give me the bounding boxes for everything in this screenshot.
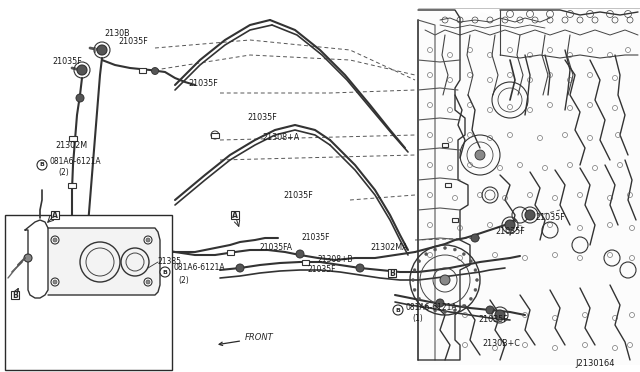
Circle shape — [436, 299, 444, 307]
Circle shape — [37, 160, 47, 170]
Circle shape — [51, 278, 59, 286]
Text: 21035F: 21035F — [247, 113, 276, 122]
Circle shape — [440, 275, 450, 285]
Text: B: B — [12, 291, 18, 299]
Circle shape — [495, 310, 505, 320]
Text: 21308+B: 21308+B — [318, 256, 353, 264]
Circle shape — [146, 238, 150, 242]
Circle shape — [418, 260, 420, 263]
Bar — [51, 211, 59, 219]
Text: 21035F: 21035F — [188, 80, 218, 89]
Circle shape — [144, 236, 152, 244]
Bar — [227, 250, 234, 254]
Bar — [388, 269, 396, 277]
Text: 21035F: 21035F — [308, 266, 337, 275]
Circle shape — [151, 246, 159, 254]
Text: 21035F: 21035F — [535, 214, 564, 222]
Bar — [231, 211, 239, 219]
Text: 21035FA: 21035FA — [260, 244, 293, 253]
Circle shape — [505, 220, 515, 230]
Text: 21035F: 21035F — [478, 315, 508, 324]
Circle shape — [146, 280, 150, 284]
Text: 21308+A: 21308+A — [262, 134, 300, 142]
Circle shape — [434, 309, 436, 312]
Circle shape — [474, 288, 477, 291]
Circle shape — [486, 306, 494, 314]
Circle shape — [413, 288, 416, 291]
Text: 21035F: 21035F — [118, 36, 148, 45]
Bar — [5, 215, 172, 370]
Text: B: B — [389, 269, 395, 278]
Text: J2130164: J2130164 — [575, 359, 614, 368]
Circle shape — [469, 297, 472, 300]
Circle shape — [444, 247, 447, 250]
Bar — [442, 143, 448, 147]
Text: (1): (1) — [412, 314, 423, 323]
Text: 2130B: 2130B — [104, 29, 130, 38]
Circle shape — [356, 264, 364, 272]
Circle shape — [97, 45, 107, 55]
Bar — [445, 183, 451, 187]
Bar — [11, 291, 19, 299]
Text: (2): (2) — [58, 169, 68, 177]
Circle shape — [51, 236, 59, 244]
Bar — [68, 183, 76, 187]
Circle shape — [476, 279, 479, 282]
Circle shape — [418, 297, 420, 300]
Circle shape — [144, 278, 152, 286]
Circle shape — [412, 279, 415, 282]
Circle shape — [425, 304, 428, 307]
Text: 21035F: 21035F — [52, 58, 82, 67]
Bar — [211, 132, 219, 138]
Text: 081A6-6121A: 081A6-6121A — [406, 302, 458, 311]
Circle shape — [24, 254, 32, 262]
Text: 2130B+C: 2130B+C — [482, 339, 520, 347]
Circle shape — [525, 210, 535, 220]
Text: 21035F: 21035F — [495, 228, 525, 237]
Circle shape — [211, 131, 219, 139]
Text: 21385: 21385 — [158, 257, 182, 266]
Circle shape — [453, 248, 456, 251]
Circle shape — [413, 269, 416, 272]
Text: 081A6-6121A: 081A6-6121A — [173, 263, 225, 273]
Circle shape — [462, 304, 465, 307]
Circle shape — [462, 253, 465, 256]
Bar — [301, 260, 308, 264]
Circle shape — [474, 269, 477, 272]
Text: A: A — [52, 211, 58, 219]
Circle shape — [160, 267, 170, 277]
Circle shape — [434, 248, 436, 251]
Bar — [69, 135, 77, 141]
Circle shape — [425, 253, 428, 256]
Circle shape — [475, 150, 485, 160]
Text: A: A — [232, 211, 238, 219]
Circle shape — [469, 260, 472, 263]
Circle shape — [76, 94, 84, 102]
Text: 21302M: 21302M — [55, 141, 87, 150]
Text: 21035F: 21035F — [283, 190, 313, 199]
Text: 081A6-6121A: 081A6-6121A — [50, 157, 102, 167]
Circle shape — [236, 264, 244, 272]
Polygon shape — [418, 8, 640, 365]
Text: 21035F: 21035F — [302, 234, 330, 243]
Text: B: B — [396, 308, 401, 312]
Bar — [452, 218, 458, 222]
Circle shape — [53, 280, 57, 284]
Circle shape — [444, 311, 447, 314]
Circle shape — [471, 234, 479, 242]
Circle shape — [296, 250, 304, 258]
Bar — [138, 67, 145, 73]
Circle shape — [453, 309, 456, 312]
Circle shape — [152, 67, 159, 74]
Circle shape — [393, 305, 403, 315]
Text: FRONT: FRONT — [219, 334, 274, 346]
Text: B: B — [163, 269, 168, 275]
Text: (2): (2) — [178, 276, 189, 285]
Circle shape — [53, 238, 57, 242]
Text: B: B — [40, 163, 44, 167]
Polygon shape — [48, 228, 160, 295]
Text: 21302MA: 21302MA — [370, 244, 408, 253]
Circle shape — [77, 65, 87, 75]
